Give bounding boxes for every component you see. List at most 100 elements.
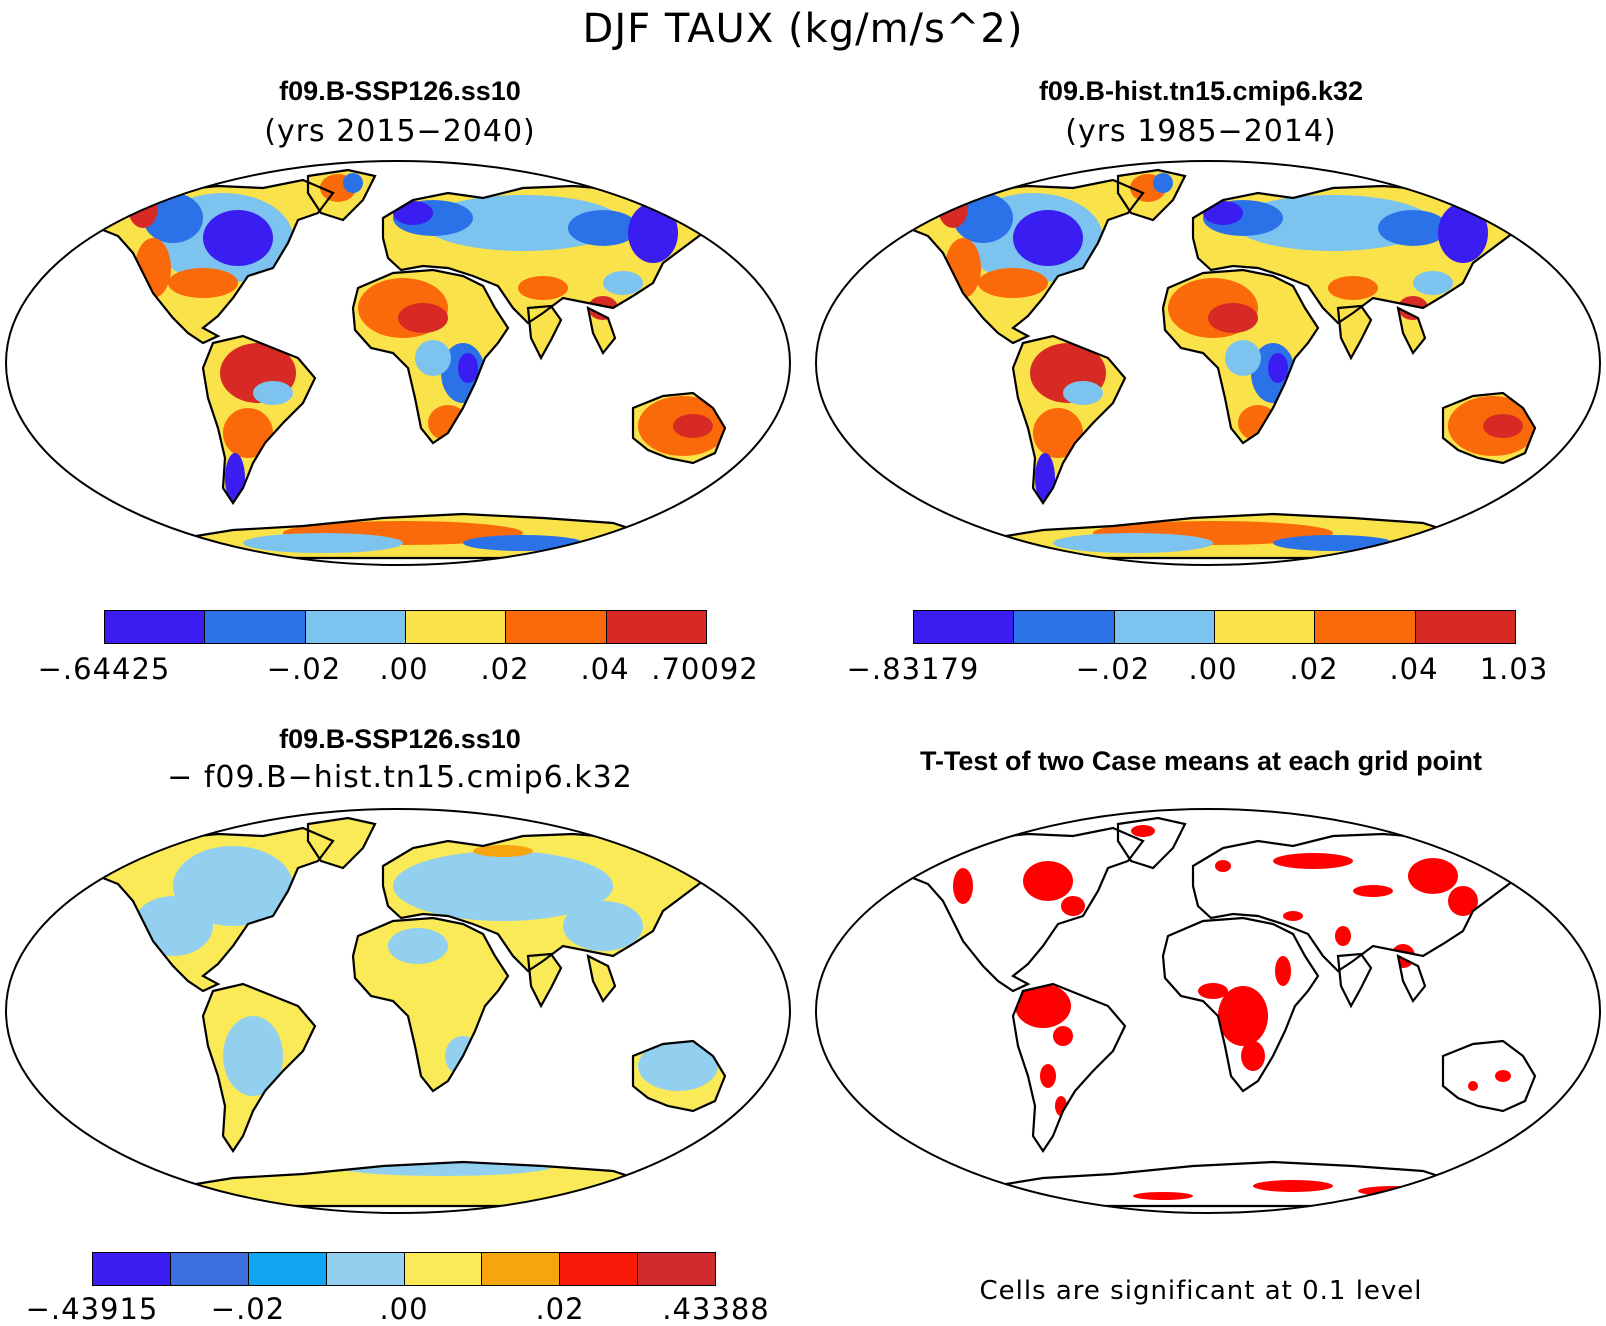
significant-cell: [1448, 886, 1478, 916]
panel-tl-title: f09.B-SSP126.ss10: [279, 76, 521, 106]
coastline: [95, 178, 335, 345]
colorbar-swatch: [638, 1253, 715, 1285]
coastline: [381, 184, 715, 325]
field-patch: [473, 845, 533, 857]
panel-tr-tick: 1.03: [1479, 652, 1549, 686]
panel-tl-colorbar: [104, 610, 707, 644]
significant-cell: [1133, 1192, 1193, 1200]
panel-tl-tick: −.64425: [37, 652, 171, 686]
coastline: [1011, 982, 1127, 1153]
coastline: [905, 826, 1145, 993]
coastline: [1116, 816, 1187, 870]
coastline: [631, 391, 727, 465]
field-patch: [143, 193, 203, 243]
colorbar-swatch: [404, 1253, 483, 1285]
field-patch: [1273, 535, 1393, 551]
field-patch: [1378, 210, 1448, 246]
panel-tl-subtitle: (yrs 2015−2040): [264, 114, 536, 149]
field-patch: [203, 210, 273, 266]
colorbar-swatch: [1415, 611, 1515, 643]
coastline: [151, 512, 655, 560]
significant-cell: [1283, 911, 1303, 921]
coastline: [351, 916, 510, 1093]
field-patch: [523, 253, 603, 283]
coastline: [1396, 306, 1427, 356]
field-patch: [343, 173, 363, 193]
field-patch: [1413, 271, 1453, 295]
significant-cell: [1408, 858, 1458, 894]
field-patch: [398, 303, 448, 333]
coastline: [1191, 832, 1525, 973]
significant-cell: [1061, 896, 1085, 916]
panel-tl-tick: .70092: [651, 652, 759, 686]
field-patch: [168, 268, 238, 298]
colorbar-swatch: [1014, 611, 1115, 643]
field-patch: [393, 851, 613, 921]
coastline: [586, 306, 617, 356]
colorbar-swatch: [405, 611, 507, 643]
significant-cell: [1215, 860, 1231, 872]
field-patch: [243, 533, 403, 553]
field-patch: [1438, 203, 1488, 263]
field-patch: [978, 268, 1048, 298]
colorbar-swatch: [1214, 611, 1316, 643]
panel-tr-map: [813, 158, 1603, 568]
colorbar-swatch: [1315, 611, 1416, 643]
significant-cell: [1353, 885, 1393, 897]
colorbar-swatch: [105, 611, 206, 643]
field-patch: [1328, 276, 1378, 300]
panel-tr-subtitle: (yrs 1985−2014): [1065, 114, 1337, 149]
coastline: [1441, 391, 1537, 465]
field-patch: [938, 188, 968, 228]
field-patch: [415, 340, 451, 376]
field-patch: [388, 928, 448, 964]
coastline: [961, 512, 1465, 560]
field-patch: [1063, 381, 1103, 405]
field-patch: [393, 201, 433, 225]
colorbar-swatch: [482, 1253, 561, 1285]
panel-bl-colorbar: [92, 1252, 716, 1286]
field-patch: [603, 271, 643, 295]
colorbar-swatch: [914, 611, 1015, 643]
map-border: [815, 808, 1601, 1214]
panel-tl-tick: .02: [480, 652, 530, 686]
panel-bl-subtitle: − f09.B−hist.tn15.cmip6.k32: [167, 760, 633, 795]
field-patch: [225, 453, 245, 503]
coastline: [1336, 952, 1373, 1009]
coastline: [1441, 1039, 1537, 1113]
panel-tr-title: f09.B-hist.tn15.cmip6.k32: [1038, 76, 1364, 106]
panel-tl-tick: .04: [580, 652, 630, 686]
panel-tr-tick: −.02: [1075, 652, 1151, 686]
significant-cell: [1275, 956, 1291, 986]
significant-cell: [1053, 1026, 1073, 1046]
field-patch: [1053, 533, 1213, 553]
significant-cell: [1391, 944, 1415, 968]
coastline: [381, 832, 715, 973]
coastline: [586, 954, 617, 1004]
significant-cell: [1495, 1070, 1511, 1082]
panel-tr-colorbar: [913, 610, 1516, 644]
coastline: [95, 826, 335, 993]
field-patch: [518, 276, 568, 300]
field-patch: [1013, 210, 1083, 266]
significant-cell: [1335, 926, 1351, 946]
colorbar-swatch: [305, 611, 406, 643]
field-patch: [223, 408, 273, 458]
field-patch: [1225, 340, 1261, 376]
field-patch: [1483, 414, 1523, 438]
colorbar-swatch: [248, 1253, 327, 1285]
colorbar-swatch: [606, 611, 706, 643]
coastline: [1116, 168, 1187, 222]
colorbar-swatch: [560, 1253, 639, 1285]
field-patch: [1333, 253, 1413, 283]
coastline: [1161, 916, 1320, 1093]
panel-tr-tick: −.83179: [846, 652, 980, 686]
panel-tr-tick: .02: [1289, 652, 1339, 686]
field-patch: [1035, 453, 1055, 503]
field-patch: [333, 1156, 553, 1176]
significant-cell: [1131, 825, 1155, 837]
panel-bl-title: f09.B-SSP126.ss10: [279, 724, 521, 754]
panel-tr-tick: .00: [1188, 652, 1238, 686]
field-patch: [1268, 353, 1288, 383]
map-border: [5, 808, 791, 1214]
